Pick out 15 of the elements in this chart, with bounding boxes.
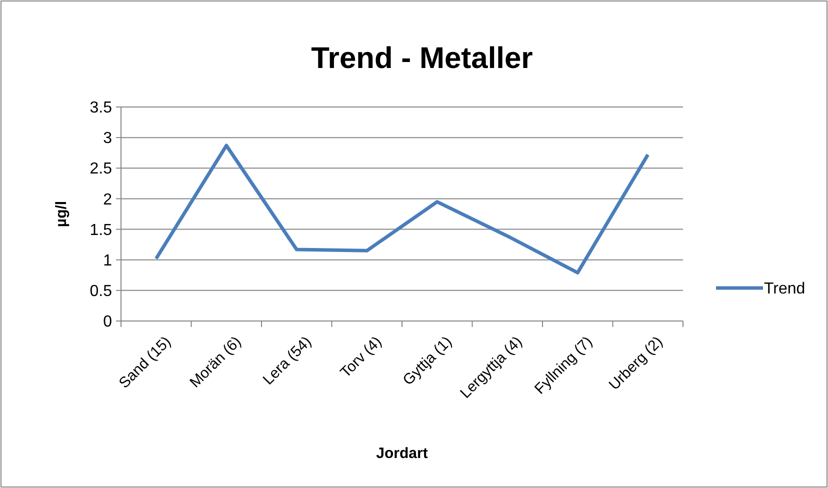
y-tick-label: 0.5 [90, 283, 112, 300]
legend-label: Trend [764, 280, 806, 298]
y-tick-label: 3.5 [90, 100, 112, 117]
y-tick-label: 1.5 [90, 222, 112, 239]
y-tick-label: 0 [103, 314, 112, 331]
x-axis-title: Jordart [376, 445, 428, 462]
y-tick-label: 2 [103, 191, 112, 208]
y-tick-label: 2.5 [90, 160, 112, 178]
chart-title: Trend - Metaller [311, 42, 534, 75]
y-tick-label: 1 [103, 252, 112, 270]
x-tick-label: Torv (4) [337, 333, 386, 382]
line-series [154, 144, 650, 274]
y-tick-label: 3 [103, 130, 112, 148]
y-axis-title: µg/l [53, 200, 70, 228]
x-tick-label: Lera (54) [260, 333, 315, 388]
